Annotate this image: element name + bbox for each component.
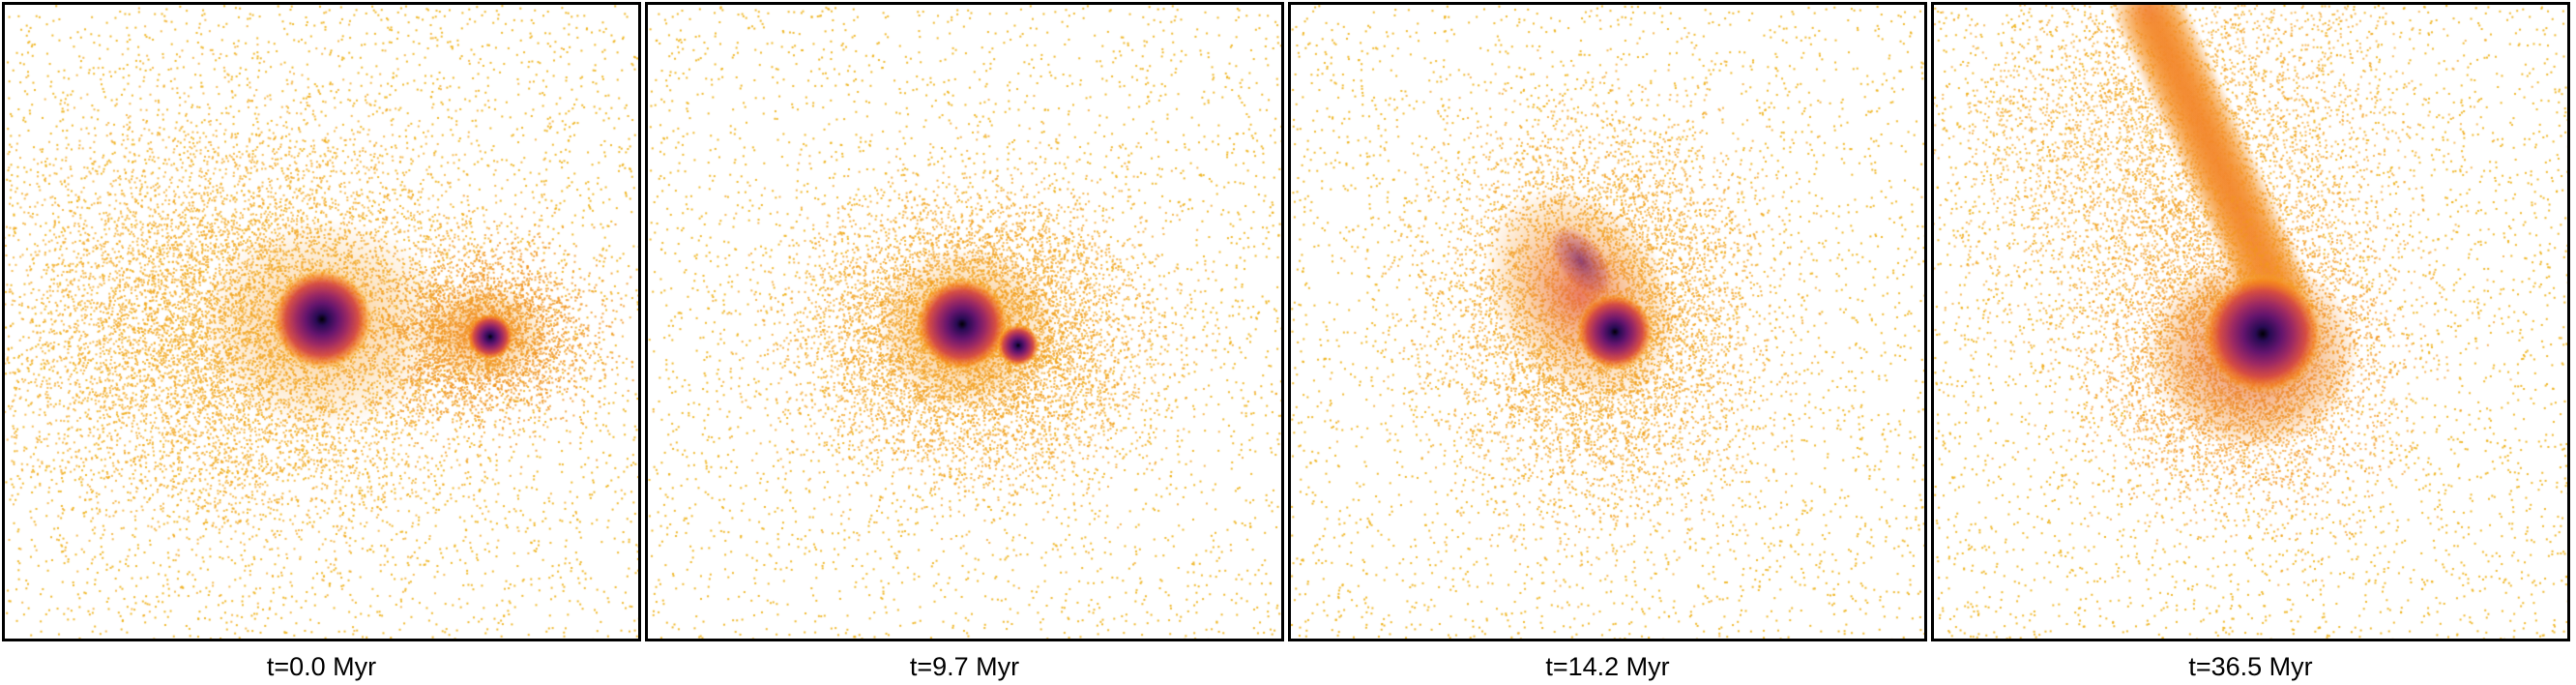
panel-time-label-3: t=14.2 Myr bbox=[1545, 652, 1670, 681]
particle-density-image-4 bbox=[1934, 5, 2567, 639]
snapshot-panel-3 bbox=[1288, 2, 1927, 641]
panel-time-label-4: t=36.5 Myr bbox=[2188, 652, 2313, 681]
panel-time-label-1: t=0.0 Myr bbox=[266, 652, 377, 681]
snapshot-panel-1 bbox=[2, 2, 641, 641]
particle-density-image-2 bbox=[648, 5, 1281, 639]
snapshot-panel-4 bbox=[1931, 2, 2570, 641]
panel-time-label-2: t=9.7 Myr bbox=[909, 652, 1020, 681]
particle-density-image-3 bbox=[1291, 5, 1924, 639]
particle-density-image-1 bbox=[5, 5, 638, 639]
snapshot-panel-2 bbox=[645, 2, 1284, 641]
